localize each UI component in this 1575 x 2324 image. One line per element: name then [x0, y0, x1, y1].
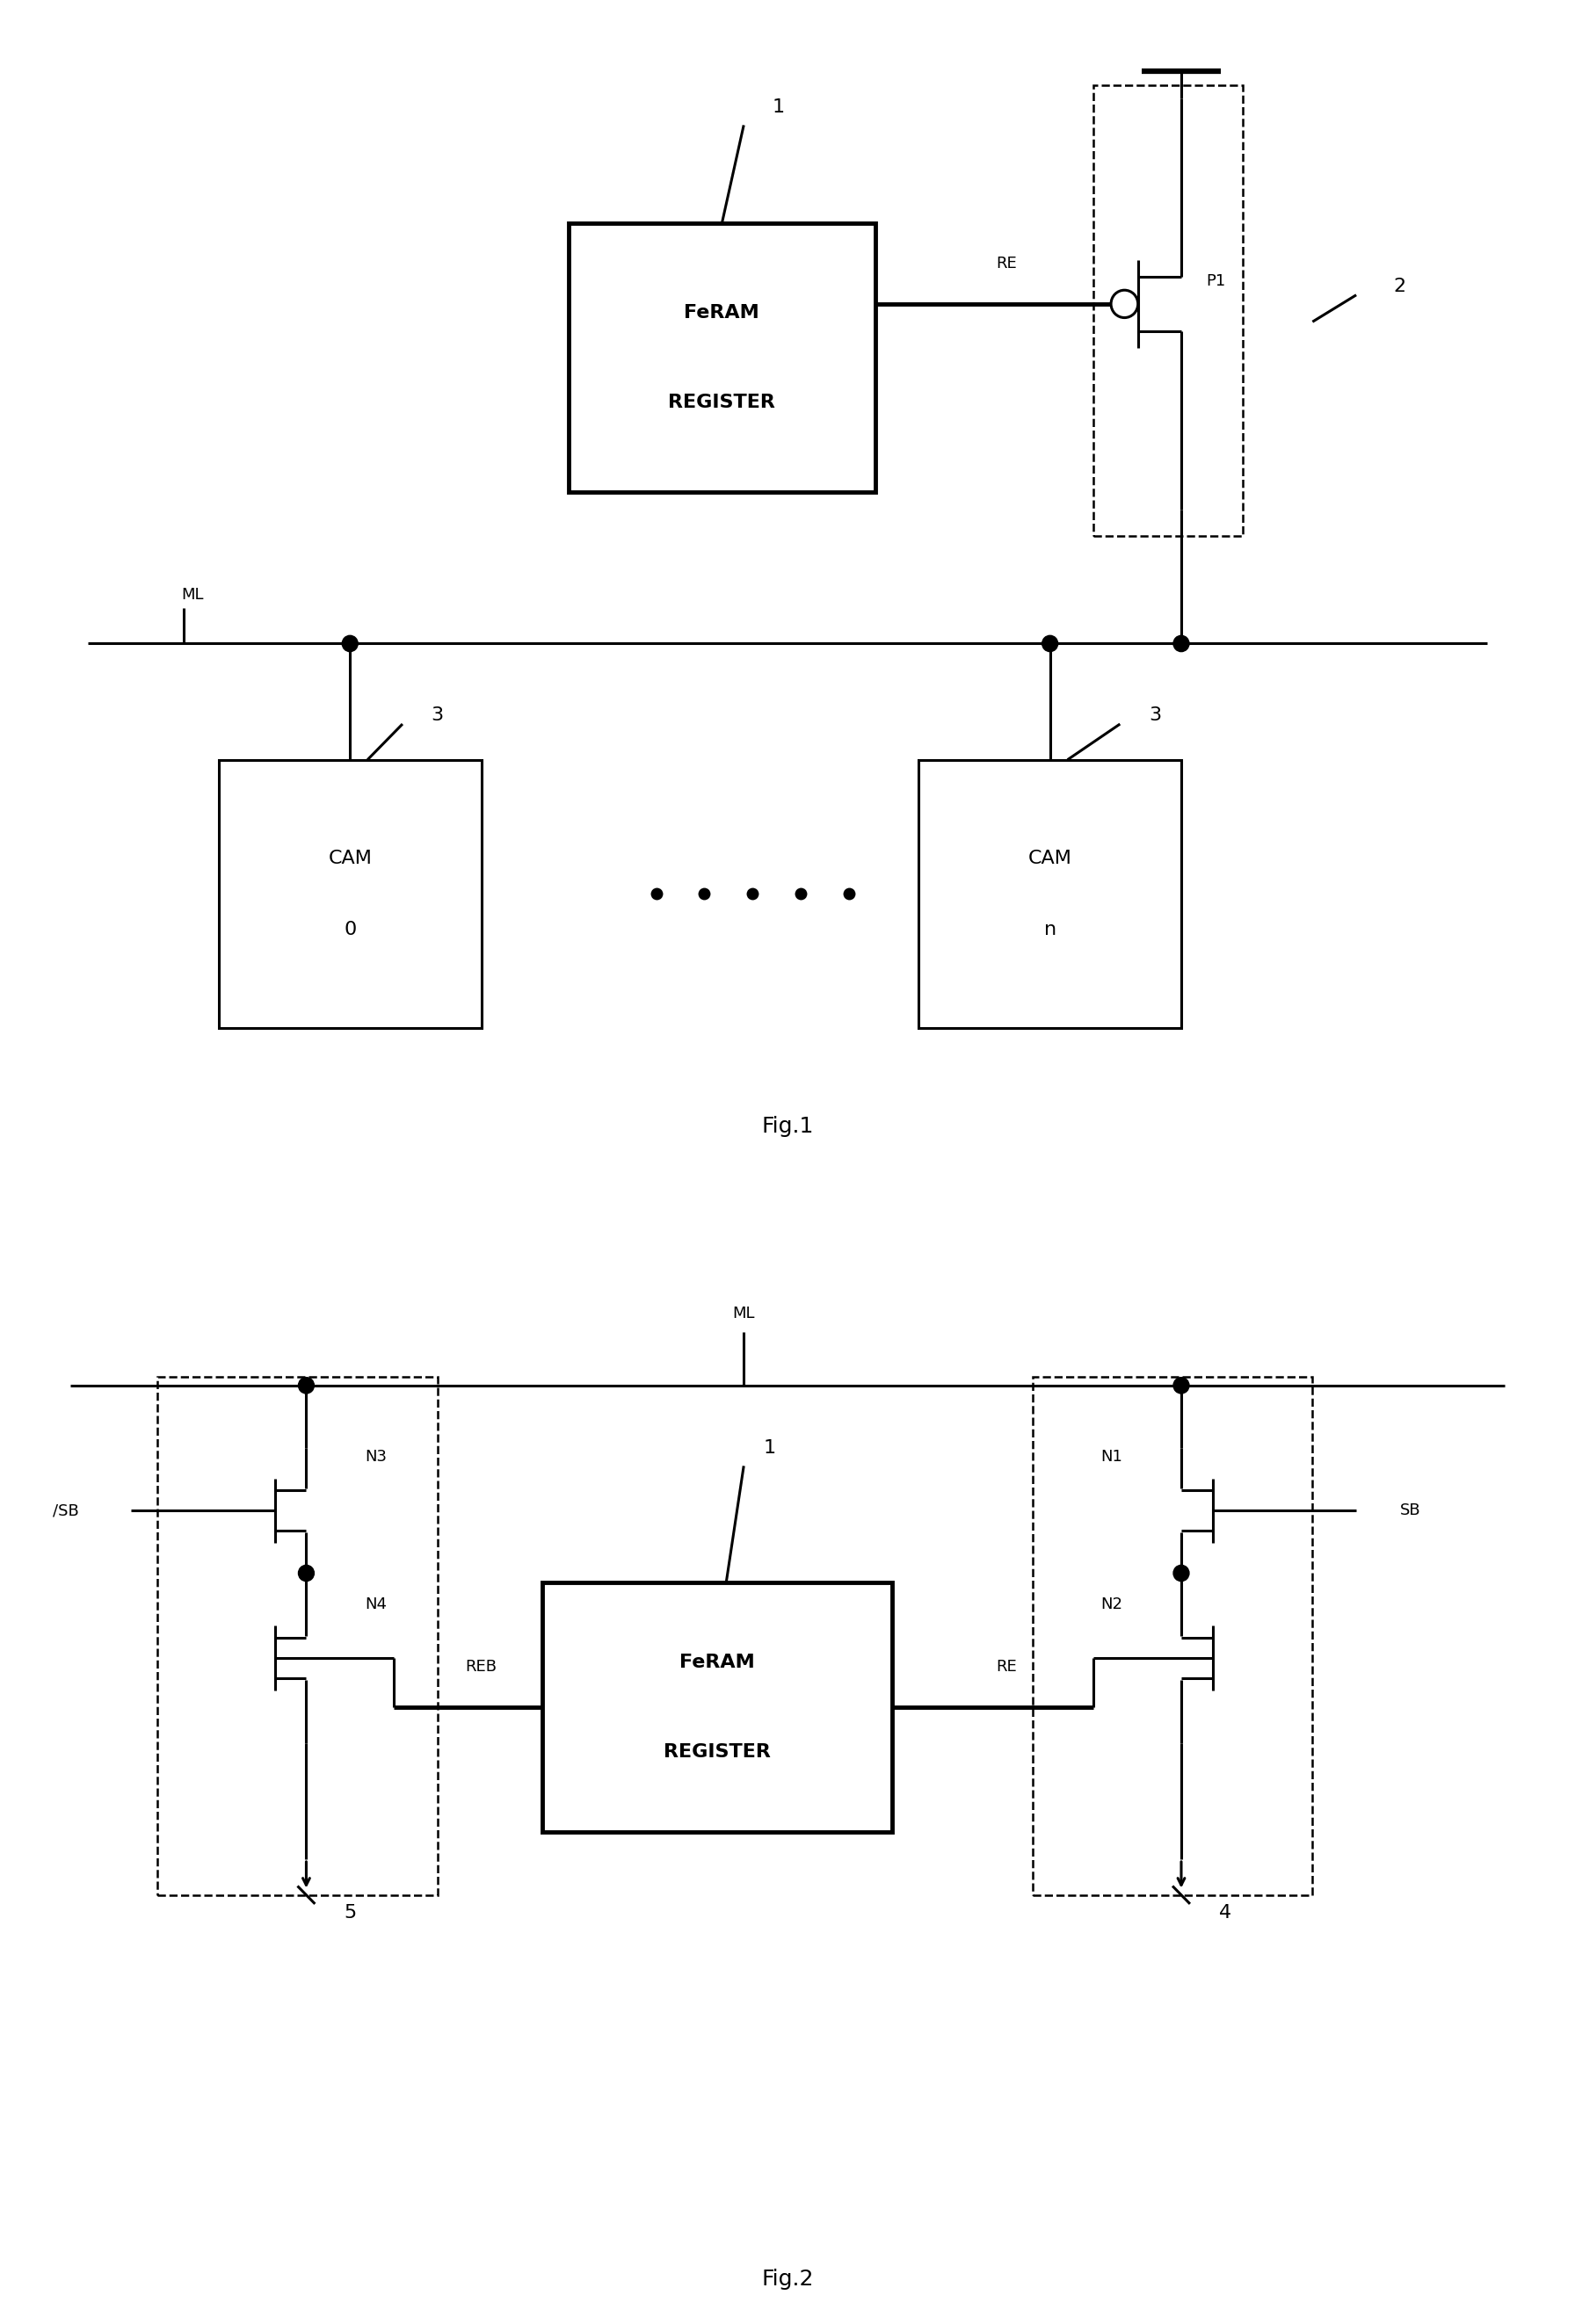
Bar [542, 1583, 893, 1831]
Text: CAM: CAM [328, 848, 372, 867]
Text: Fig.1: Fig.1 [761, 1116, 814, 1136]
Text: FeRAM: FeRAM [680, 1655, 754, 1671]
Text: REB: REB [466, 1659, 498, 1676]
Text: REGISTER: REGISTER [665, 1743, 772, 1762]
Bar [918, 760, 1181, 1027]
Text: CAM: CAM [1028, 848, 1073, 867]
Text: N1: N1 [1101, 1450, 1121, 1464]
Text: N2: N2 [1101, 1597, 1123, 1613]
Text: 1: 1 [764, 1439, 776, 1457]
Text: 4: 4 [1219, 1903, 1232, 1922]
Text: RE: RE [995, 256, 1017, 272]
Text: 0: 0 [343, 920, 356, 939]
Text: FeRAM: FeRAM [684, 304, 759, 321]
Text: ML: ML [732, 1306, 754, 1322]
Bar [1033, 1376, 1312, 1894]
Circle shape [1173, 1564, 1189, 1580]
Bar [158, 1376, 438, 1894]
Text: REGISTER: REGISTER [668, 393, 775, 411]
Circle shape [298, 1378, 313, 1394]
Text: 5: 5 [343, 1903, 356, 1922]
Text: RE: RE [995, 1659, 1017, 1676]
Text: SB: SB [1400, 1504, 1421, 1518]
Bar [219, 760, 482, 1027]
Text: N3: N3 [365, 1450, 387, 1464]
Text: n: n [1044, 920, 1057, 939]
Text: Fig.2: Fig.2 [761, 2268, 814, 2289]
Bar [1093, 86, 1243, 537]
Text: ML: ML [181, 586, 203, 602]
Circle shape [1173, 634, 1189, 651]
Text: 3: 3 [1148, 706, 1161, 723]
Text: P1: P1 [1206, 274, 1225, 290]
Text: 1: 1 [773, 98, 784, 116]
Circle shape [342, 634, 358, 651]
Circle shape [1173, 1378, 1189, 1394]
Text: 3: 3 [432, 706, 444, 723]
Text: /SB: /SB [52, 1504, 79, 1518]
Circle shape [1043, 634, 1058, 651]
Text: 2: 2 [1394, 277, 1406, 295]
Circle shape [298, 1564, 313, 1580]
Bar [569, 223, 876, 493]
Text: N4: N4 [365, 1597, 387, 1613]
